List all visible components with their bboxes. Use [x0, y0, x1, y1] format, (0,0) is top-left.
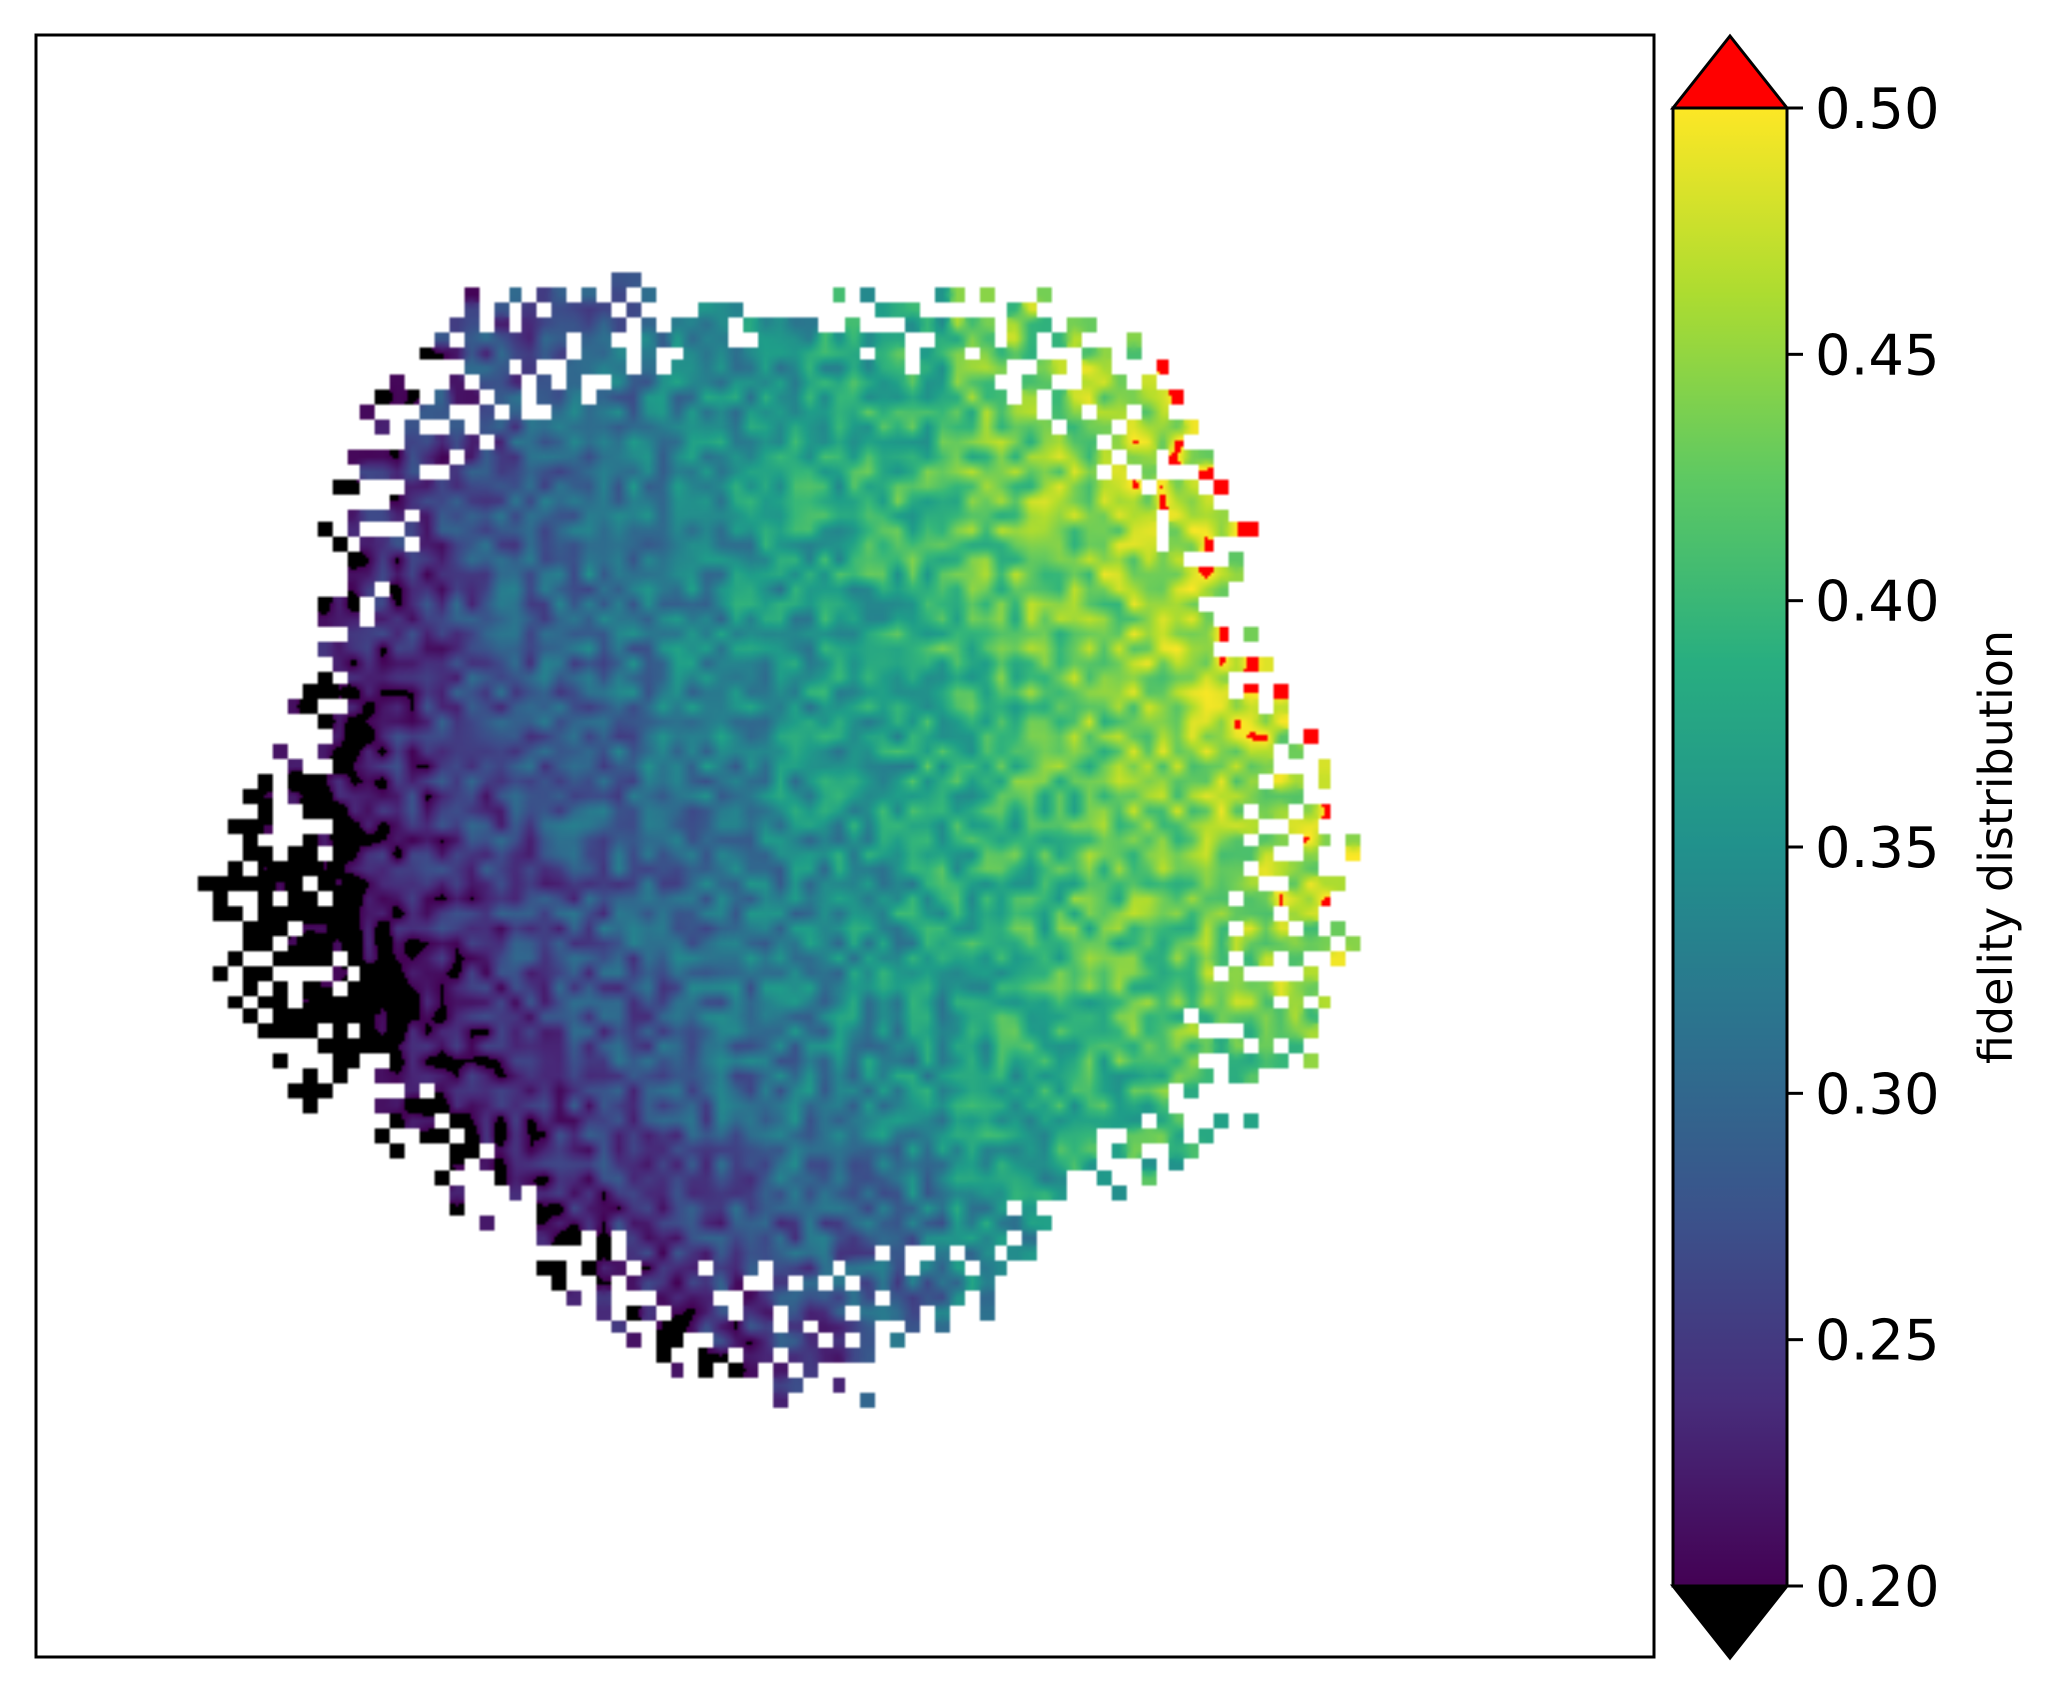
colorbar-tick-label: 0.20 — [1815, 1555, 1940, 1620]
colorbar-gradient — [1673, 108, 1787, 1586]
heatmap-image — [36, 35, 1654, 1657]
colorbar-tick-label: 0.45 — [1815, 323, 1940, 388]
plot-frame — [34, 33, 1656, 1659]
colorbar-over-extension — [1669, 33, 1791, 110]
colorbar-tick-label: 0.35 — [1815, 816, 1940, 881]
colorbar-ticks: 0.20 0.25 0.30 0.35 0.40 0.45 0.50 — [1787, 77, 1940, 1620]
colorbar-tick-label: 0.25 — [1815, 1309, 1940, 1374]
colorbar-label: fidelity distribution — [1969, 630, 2023, 1064]
colorbar-tick-label: 0.50 — [1815, 77, 1940, 142]
colorbar: 0.20 0.25 0.30 0.35 0.40 0.45 0.50 fidelity di… — [1669, 33, 2023, 1661]
colorbar-tick-label: 0.30 — [1815, 1062, 1940, 1127]
colorbar-under-extension — [1669, 1584, 1791, 1661]
colorbar-tick-label: 0.40 — [1815, 570, 1940, 635]
